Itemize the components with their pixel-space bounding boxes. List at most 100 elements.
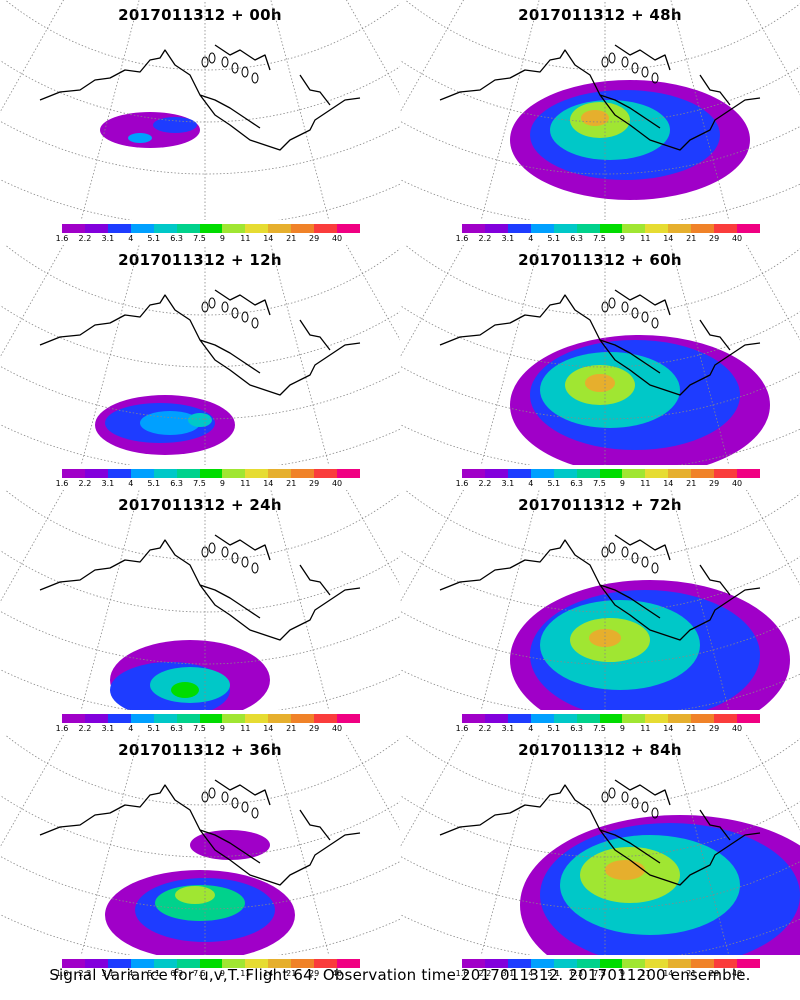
meridian-line [480,245,540,465]
colorbar-swatch [62,714,85,723]
colorbar-swatch [291,959,315,968]
meridian-line [670,0,730,220]
island [621,301,629,313]
colorbar-tick-label: 7.5 [593,969,606,978]
island [651,72,659,84]
island [601,791,609,803]
colorbar-tick-label: 2.2 [478,724,492,733]
colorbar-swatch [84,959,108,968]
colorbar-swatch [62,469,85,478]
colorbar-tick-label: 3.1 [501,479,515,488]
colorbar-tick-label: 7.5 [193,234,206,243]
panel-title: 2017011312 + 00h [118,6,282,24]
meridian-line [400,490,485,512]
colorbar-tick-label: 2.2 [78,234,92,243]
polar-map [400,735,800,955]
variance-contour [153,117,197,133]
colorbar-tick-label: 7.5 [193,724,206,733]
meridian-line [303,245,400,373]
island [231,62,239,74]
colorbar-swatch [576,469,600,478]
colorbar-tick-label: 2.2 [478,479,492,488]
colorbar-swatch [714,714,738,723]
meridian-line [270,245,330,465]
colorbar-tick-label: 1.6 [455,724,469,733]
coastline [439,779,761,886]
island [231,552,239,564]
meridian-line [303,0,400,128]
colorbar-swatch [645,224,669,233]
colorbar-tick-label: 21 [686,479,697,488]
meridian-line [0,490,107,618]
colorbar-swatch [553,959,577,968]
colorbar-swatch [484,469,508,478]
colorbar-ticks: 1.6 2.2 3.1 4 5.1 6.3 7.5 9 11 14 21 29 40 [456,234,760,246]
variance-contour [605,860,645,880]
variance-field [510,580,790,710]
colorbar-swatch [507,714,531,723]
colorbar-tick-label: 21 [686,969,697,978]
meridian-line [400,245,464,359]
island [231,797,239,809]
colorbar-tick-label: 40 [731,234,743,243]
colorbar-tick-label: 6.3 [570,479,583,488]
colorbar-swatch [714,224,738,233]
colorbar-swatch [530,469,554,478]
colorbar-swatch [622,959,646,968]
island [641,556,649,568]
colorbar-swatch [645,469,669,478]
colorbar-swatch [599,469,623,478]
meridian-line [325,0,400,22]
island [201,301,209,313]
meridian-line [400,0,464,114]
colorbar-swatch [622,224,646,233]
latitude-line [0,365,400,420]
island [201,791,209,803]
meridian-line [400,735,507,863]
island [631,62,639,74]
forecast-panel: 2017011312 + 84h 1.6 2.2 3.1 4 5.1 6.3 7.5 9 11 14… [400,735,800,980]
colorbar-tick-label: 5.1 [547,724,561,733]
panel-title: 2017011312 + 12h [118,251,282,269]
variance-field [510,335,770,465]
panel-title: 2017011312 + 36h [118,741,282,759]
colorbar-tick-label: 1.6 [55,724,69,733]
island [621,791,629,803]
island [208,52,216,64]
colorbar-tick-label: 11 [640,234,651,243]
colorbar-tick-label: 40 [331,724,343,733]
colorbar-tick-label: 3.1 [101,724,115,733]
latitude-line [4,245,400,316]
island [608,787,616,799]
colorbar-tick-label: 29 [709,724,720,733]
island [641,66,649,78]
colorbar-swatch [668,959,692,968]
meridian-line [0,0,85,22]
meridian-line [0,0,107,128]
colorbar-swatch [268,469,292,478]
island [651,317,659,329]
meridian-line [0,245,64,359]
colorbar-tick-label: 5.1 [147,479,161,488]
colorbar [462,959,760,968]
colorbar-ticks: 1.6 2.2 3.1 4 5.1 6.3 7.5 9 11 14 21 29 40 [56,479,360,491]
colorbar-swatch [130,714,154,723]
forecast-panel: 2017011312 + 60h 1.6 2.2 3.1 4 5.1 6.3 7.5 9 11 14… [400,245,800,490]
colorbar-swatch [199,469,223,478]
colorbar-tick-label: 21 [286,724,297,733]
latitude-line [4,490,400,561]
meridian-line [325,490,400,512]
variance-contour [171,682,199,698]
colorbar-swatch [668,469,692,478]
colorbar-swatch [176,224,200,233]
island [201,56,209,68]
colorbar-swatch [599,959,623,968]
variance-field [110,640,270,710]
panel-title: 2017011312 + 48h [518,6,682,24]
colorbar-swatch [199,224,223,233]
meridian-line [480,490,540,710]
colorbar-swatch [507,959,531,968]
colorbar-swatch [462,959,485,968]
meridian-line [0,0,64,114]
colorbar-ticks: 1.6 2.2 3.1 4 5.1 6.3 7.5 9 11 14 21 29 40 [456,479,760,491]
